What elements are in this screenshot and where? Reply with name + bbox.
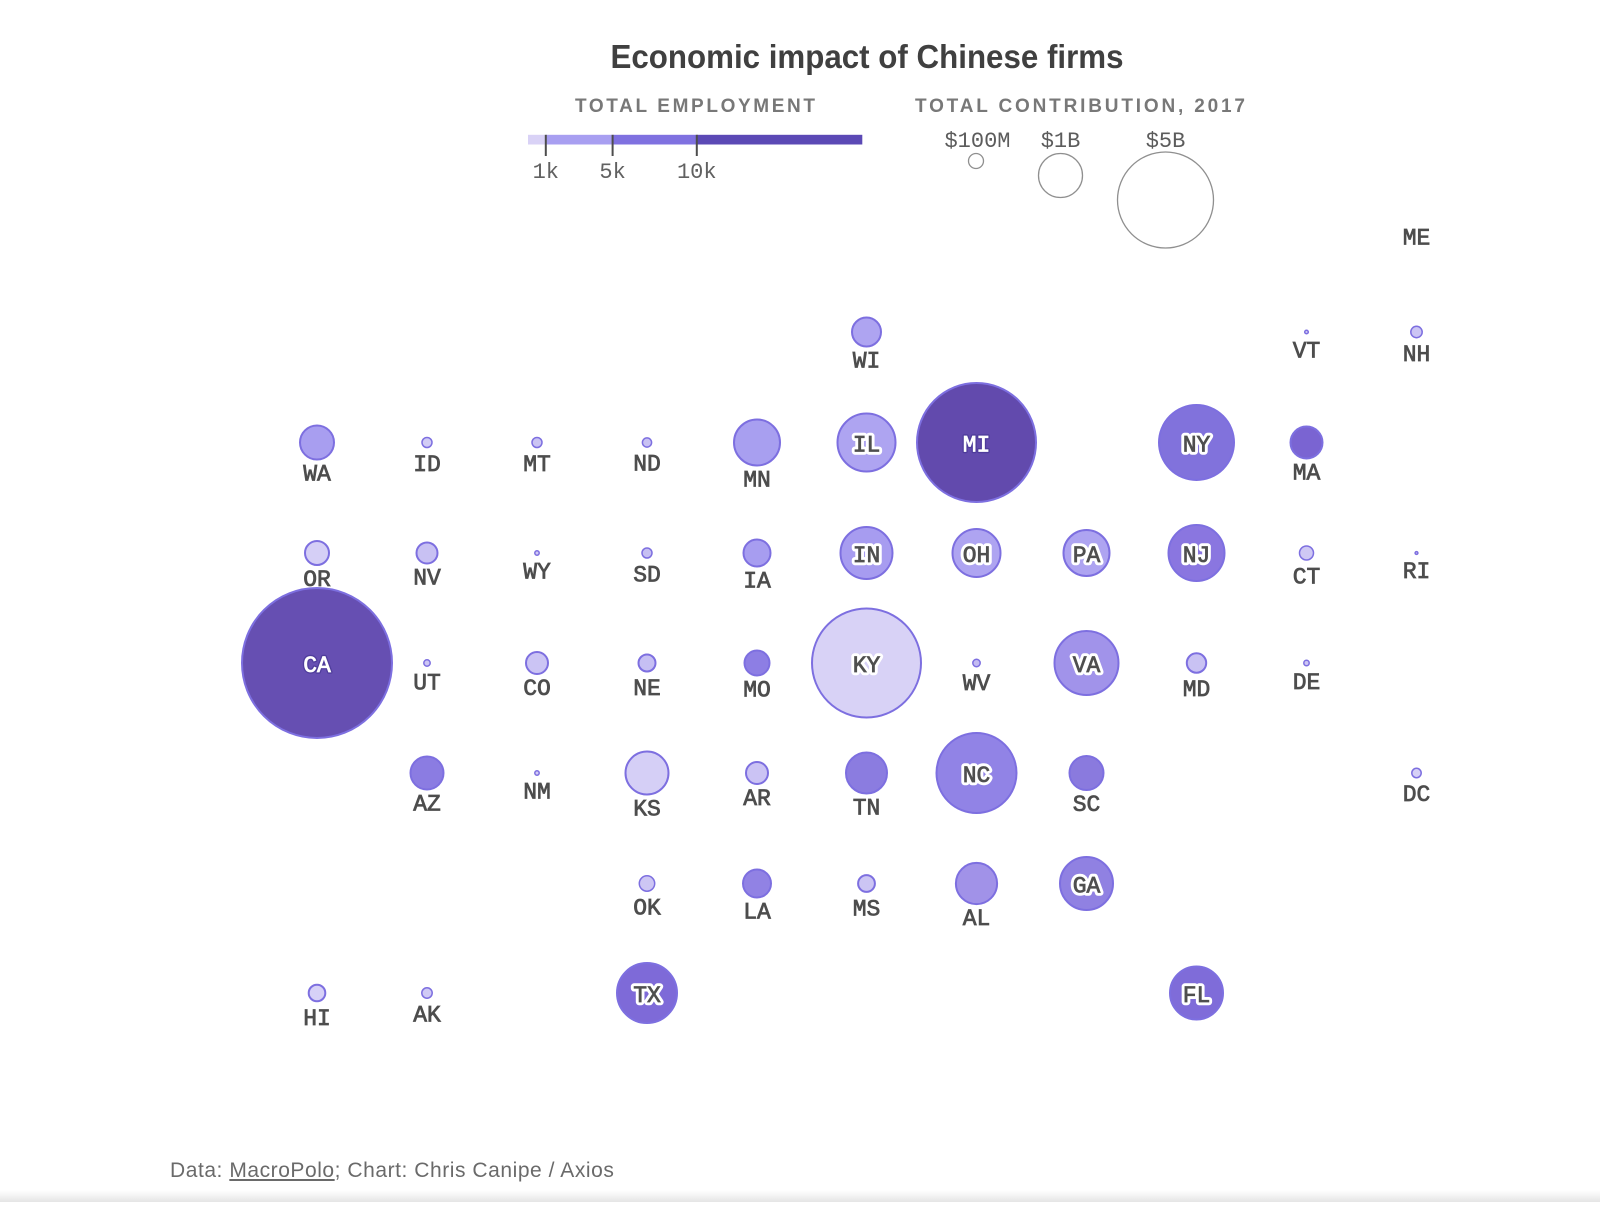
svg-text:KY: KY [853,653,881,679]
svg-text:WI: WI [853,349,881,375]
svg-text:NM: NM [523,780,551,806]
svg-text:WA: WA [303,462,331,488]
svg-text:Economic impact of Chinese fir: Economic impact of Chinese firms [611,38,1124,75]
svg-text:FL: FL [1183,983,1211,1009]
svg-text:GA: GA [1073,874,1101,900]
svg-text:NY: NY [1183,433,1211,459]
svg-text:WY: WY [523,560,551,586]
svg-text:ME: ME [1403,226,1431,252]
svg-text:TX: TX [633,983,661,1009]
svg-text:PA: PA [1073,543,1101,569]
svg-text:1k: 1k [533,160,559,185]
svg-text:IN: IN [853,543,881,569]
svg-text:TX: TX [633,983,661,1009]
svg-text:IL: IL [853,433,881,459]
svg-text:HI: HI [303,1006,331,1032]
svg-text:MD: MD [1183,677,1211,703]
svg-text:CA: CA [303,653,331,679]
svg-text:AR: AR [743,786,771,812]
svg-text:OH: OH [963,543,991,569]
svg-text:NE: NE [633,676,661,702]
svg-text:KY: KY [853,653,881,679]
svg-text:SD: SD [633,563,661,589]
svg-text:NY: NY [1183,433,1211,459]
svg-text:MO: MO [743,678,771,704]
svg-text:VT: VT [1293,338,1321,364]
svg-text:IA: IA [743,569,771,595]
svg-text:MA: MA [1293,461,1321,487]
svg-text:ND: ND [633,452,661,478]
svg-text:CT: CT [1293,565,1321,591]
svg-text:TN: TN [853,796,881,822]
svg-text:IL: IL [853,433,881,459]
svg-text:NC: NC [963,763,991,789]
svg-text:VA: VA [1073,653,1101,679]
svg-text:OK: OK [633,896,661,922]
svg-text:FL: FL [1183,983,1211,1009]
svg-text:CA: CA [303,653,331,679]
svg-text:LA: LA [743,900,771,926]
svg-text:AK: AK [413,1003,441,1029]
svg-text:$1B: $1B [1041,129,1081,154]
svg-text:DE: DE [1293,670,1321,696]
svg-text:WV: WV [963,671,991,697]
svg-text:TOTAL CONTRIBUTION, 2017: TOTAL CONTRIBUTION, 2017 [915,96,1245,117]
svg-text:MI: MI [963,433,991,459]
svg-text:AZ: AZ [413,792,441,818]
svg-text:$100M: $100M [944,129,1010,154]
svg-text:KS: KS [633,797,661,823]
svg-text:SC: SC [1073,792,1101,818]
svg-text:IN: IN [853,543,881,569]
svg-text:$5B: $5B [1146,129,1186,154]
svg-text:10k: 10k [677,160,717,185]
svg-text:CO: CO [523,676,551,702]
svg-text:ID: ID [413,452,441,478]
svg-text:VA: VA [1073,653,1101,679]
svg-text:NJ: NJ [1183,543,1211,569]
svg-text:5k: 5k [599,160,625,185]
svg-text:AL: AL [963,906,991,932]
svg-text:NC: NC [963,763,991,789]
svg-text:RI: RI [1403,559,1431,585]
svg-text:OH: OH [963,543,991,569]
svg-text:PA: PA [1073,543,1101,569]
svg-text:DC: DC [1403,782,1431,808]
svg-text:UT: UT [413,671,441,697]
svg-text:NV: NV [413,566,441,592]
svg-text:TOTAL EMPLOYMENT: TOTAL EMPLOYMENT [575,96,815,117]
svg-text:NH: NH [1403,342,1431,368]
svg-text:MT: MT [523,452,551,478]
svg-text:MN: MN [743,468,771,494]
svg-text:NJ: NJ [1183,543,1211,569]
svg-text:GA: GA [1073,874,1101,900]
svg-text:MS: MS [853,896,881,922]
svg-text:MI: MI [963,433,991,459]
